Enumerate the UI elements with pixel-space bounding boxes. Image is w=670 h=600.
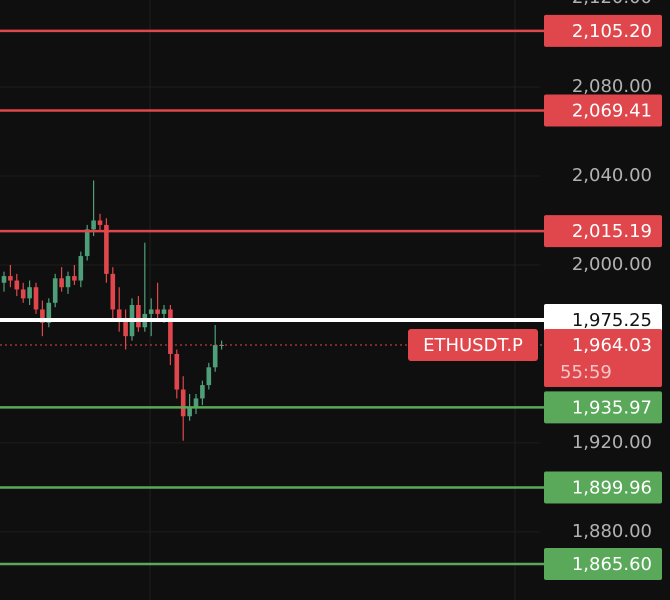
level-label-box — [544, 215, 662, 248]
candle-body — [187, 407, 192, 417]
level-label: 1,865.60 — [572, 554, 652, 575]
candle-body — [78, 256, 84, 281]
level-label: 1,975.25 — [572, 310, 652, 331]
candle-body — [20, 289, 26, 299]
candle-body — [116, 309, 122, 321]
candle-body — [193, 398, 199, 408]
y-tick-label: 2,000.00 — [572, 254, 652, 275]
candle-body — [104, 224, 109, 274]
symbol-box — [408, 328, 538, 361]
candle-body — [148, 309, 154, 314]
candle-body — [8, 276, 13, 281]
level-label: 2,105.20 — [572, 21, 652, 42]
level-label: 1,935.97 — [572, 397, 652, 418]
last-price-box — [544, 328, 662, 387]
candle-body — [91, 220, 96, 230]
countdown: 55:59 — [560, 362, 612, 383]
candle-body — [59, 278, 64, 288]
candle-body — [200, 385, 205, 399]
y-tick-label: 2,080.00 — [572, 76, 652, 97]
y-tick-label: 2,120.00 — [572, 0, 652, 8]
candle-body — [84, 229, 90, 257]
candle-body — [168, 309, 173, 354]
candle-body — [212, 345, 218, 368]
candle-body — [161, 309, 167, 314]
candle-body — [14, 280, 20, 290]
candle-body — [1, 276, 7, 283]
level-label-box — [544, 14, 662, 47]
candle-body — [110, 273, 116, 310]
candle-body — [33, 287, 39, 310]
y-tick-label: 1,880.00 — [572, 521, 652, 542]
candle-body — [72, 276, 77, 281]
candle-body — [46, 302, 52, 323]
candle-body — [97, 220, 103, 225]
level-label-box — [544, 94, 662, 127]
candle-body — [136, 305, 141, 328]
symbol-label: ETHUSDT.P — [423, 335, 523, 356]
level-label-box — [544, 547, 662, 580]
candle-body — [65, 276, 71, 288]
candle-body — [40, 309, 45, 323]
level-label: 2,015.19 — [572, 221, 652, 242]
y-tick-label: 1,920.00 — [572, 432, 652, 453]
candle-body — [123, 320, 128, 337]
level-label: 2,069.41 — [572, 101, 652, 122]
candle-body — [180, 389, 186, 417]
candle-body — [27, 287, 32, 299]
candle-body — [206, 367, 212, 386]
level-label-box — [544, 471, 662, 504]
level-label-box — [544, 391, 662, 424]
candle-body — [174, 353, 180, 390]
level-label-box — [544, 304, 662, 337]
level-label: 1,899.96 — [572, 478, 652, 499]
candle-body — [155, 309, 160, 314]
last-price-label: 1,964.03 — [572, 335, 652, 356]
y-tick-label: 2,040.00 — [572, 165, 652, 186]
candle-body — [52, 278, 58, 303]
